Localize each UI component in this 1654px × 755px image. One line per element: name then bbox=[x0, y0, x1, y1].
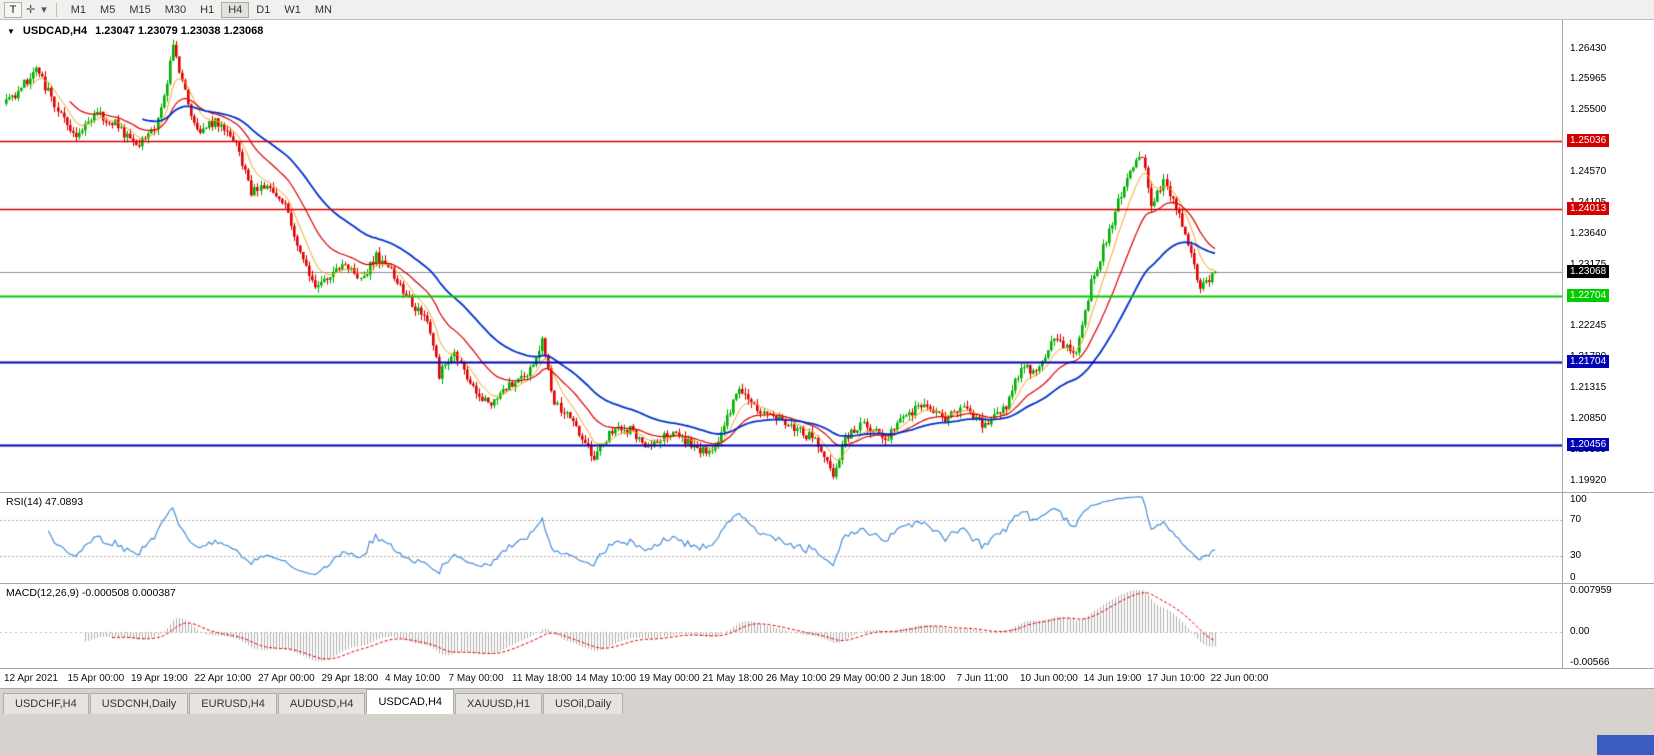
x-axis-label: 29 May 00:00 bbox=[829, 673, 891, 684]
y-axis-tick: 1.21315 bbox=[1570, 382, 1607, 394]
y-axis-tick: 1.22245 bbox=[1570, 320, 1607, 332]
x-axis-label: 19 Apr 19:00 bbox=[131, 673, 188, 684]
y-axis-tick: 1.25965 bbox=[1570, 73, 1607, 85]
rsi-scale-label: 70 bbox=[1570, 514, 1582, 525]
price-line-badge: 1.24013 bbox=[1567, 202, 1610, 215]
x-axis-label: 2 Jun 18:00 bbox=[893, 673, 946, 684]
chart-symbol-label: USDCAD,H4 bbox=[22, 25, 88, 37]
current-price-badge: 1.23068 bbox=[1567, 264, 1610, 278]
price-line-badge: 1.25036 bbox=[1567, 134, 1610, 148]
timeframe-button-mn[interactable]: MN bbox=[308, 2, 339, 18]
chart-tab-usoil-daily[interactable]: USOil,Daily bbox=[543, 693, 624, 714]
x-axis-label: 15 Apr 00:00 bbox=[67, 673, 125, 684]
chart-tab-bar: USDCHF,H4 USDCNH,Daily EURUSD,H4 AUDUSD,H4 U… bbox=[0, 688, 1654, 714]
y-axis-tick: 1.24570 bbox=[1570, 166, 1607, 178]
y-axis-tick: 1.26430 bbox=[1570, 42, 1607, 54]
timeframe-group: M1 M5 M15 M30 H1 H4 D1 W1 MN bbox=[64, 1, 339, 18]
chart-tab-audusd-h4[interactable]: AUDUSD,H4 bbox=[277, 693, 366, 714]
rsi-indicator-label: RSI(14) 47.0893 bbox=[6, 496, 84, 508]
x-axis-label: 22 Jun 00:00 bbox=[1210, 673, 1269, 684]
x-axis-label: 27 Apr 00:00 bbox=[258, 673, 315, 684]
y-axis-tick: 1.25500 bbox=[1570, 104, 1607, 116]
x-axis-label: 11 May 18:00 bbox=[512, 673, 572, 684]
x-axis-label: 29 Apr 18:00 bbox=[321, 673, 379, 684]
toolbar: T ✛ ▾ M1 M5 M15 M30 H1 H4 D1 W1 MN bbox=[0, 0, 1654, 20]
x-axis-label: 19 May 00:00 bbox=[639, 673, 700, 684]
pane-splitter-rsi[interactable] bbox=[0, 492, 1654, 493]
time-axis[interactable]: 12 Apr 2021 15 Apr 00:00 19 Apr 19:00 22 Ap… bbox=[0, 668, 1654, 688]
toolbar-button-t[interactable]: T bbox=[4, 1, 22, 18]
price-chart-canvas[interactable] bbox=[0, 20, 1562, 668]
symbol-dropdown-icon[interactable]: ▼ bbox=[7, 26, 15, 36]
timeframe-button-m30[interactable]: M30 bbox=[158, 2, 193, 18]
x-axis-label: 14 Jun 19:00 bbox=[1083, 673, 1142, 684]
chart-tab-usdcad-h4[interactable]: USDCAD,H4 bbox=[366, 689, 455, 714]
macd-scale-label: 0.007959 bbox=[1570, 585, 1612, 596]
x-axis-label: 26 May 10:00 bbox=[766, 673, 827, 684]
x-axis-label: 4 May 10:00 bbox=[385, 673, 441, 684]
macd-scale-label: 0.00 bbox=[1570, 626, 1590, 637]
toolbar-separator bbox=[55, 2, 57, 17]
bottom-strip bbox=[0, 714, 1654, 755]
chart-tab-usdchf-h4[interactable]: USDCHF,H4 bbox=[3, 693, 89, 714]
rsi-scale-label: 100 bbox=[1570, 494, 1587, 505]
macd-indicator-label: MACD(12,26,9) -0.000508 0.000387 bbox=[6, 587, 176, 599]
x-axis-label: 7 Jun 11:00 bbox=[956, 673, 1009, 684]
price-line-badge: 1.22704 bbox=[1567, 288, 1610, 302]
chart-tab-usdcnh-daily[interactable]: USDCNH,Daily bbox=[89, 693, 189, 714]
x-axis-label: 22 Apr 10:00 bbox=[194, 673, 252, 684]
x-axis-label: 10 Jun 00:00 bbox=[1020, 673, 1078, 684]
timeframe-button-h1[interactable]: H1 bbox=[193, 2, 221, 18]
pane-splitter-macd[interactable] bbox=[0, 583, 1654, 584]
timeframe-button-m15[interactable]: M15 bbox=[122, 2, 157, 18]
timeframe-button-w1[interactable]: W1 bbox=[277, 2, 308, 18]
timeframe-button-d1[interactable]: D1 bbox=[249, 2, 277, 18]
macd-scale-label: -0.00566 bbox=[1570, 657, 1610, 668]
chart-ohlc-values: 1.23047 1.23079 1.23038 1.23068 bbox=[95, 25, 264, 37]
timeframe-button-h4[interactable]: H4 bbox=[221, 1, 250, 18]
timeframe-button-m5[interactable]: M5 bbox=[93, 2, 122, 18]
rsi-scale-label: 30 bbox=[1570, 550, 1582, 561]
chart-header: ▼ USDCAD,H4 1.23047 1.23079 1.23038 1.23… bbox=[7, 25, 263, 37]
price-line-badge: 1.20456 bbox=[1567, 438, 1610, 452]
timeframe-button-m1[interactable]: M1 bbox=[64, 2, 93, 18]
dropdown-arrow-icon[interactable]: ▾ bbox=[41, 4, 47, 16]
x-axis-label: 21 May 18:00 bbox=[702, 673, 764, 684]
y-axis-tick: 1.20850 bbox=[1570, 412, 1607, 424]
chart-tab-eurusd-h4[interactable]: EURUSD,H4 bbox=[189, 693, 277, 714]
crosshair-icon[interactable]: ✛ bbox=[26, 4, 36, 16]
y-axis-tick: 1.23175 bbox=[1570, 259, 1606, 270]
chart-tab-xauusd-h1[interactable]: XAUUSD,H1 bbox=[455, 693, 542, 714]
x-axis-label: 12 Apr 2021 bbox=[4, 673, 58, 684]
price-line-badge: 1.21704 bbox=[1567, 355, 1610, 369]
x-axis-label: 14 May 10:00 bbox=[575, 673, 637, 684]
rsi-scale-label: 0 bbox=[1570, 572, 1576, 583]
y-axis-tick: 1.19920 bbox=[1570, 474, 1607, 486]
y-axis-tick: 1.23640 bbox=[1570, 227, 1607, 239]
bottom-right-blue-panel bbox=[1597, 735, 1654, 755]
price-axis[interactable]: 1.264301.259651.255001.245701.241051.236… bbox=[1562, 20, 1654, 668]
x-axis-label: 17 Jun 10:00 bbox=[1147, 673, 1205, 684]
x-axis-label: 7 May 00:00 bbox=[448, 673, 504, 684]
